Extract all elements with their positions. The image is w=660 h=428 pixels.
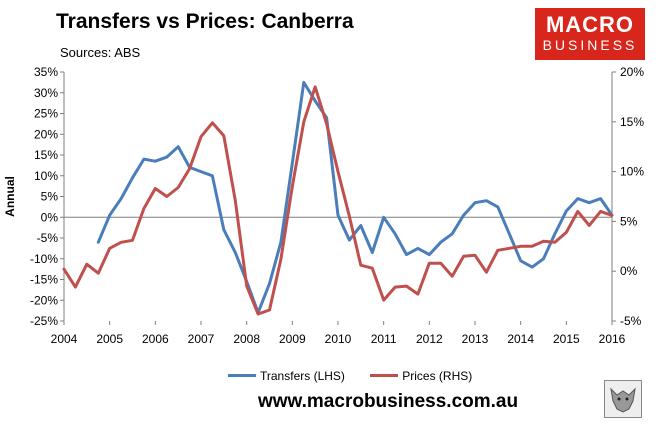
left-tick-label: 25% — [34, 107, 58, 121]
x-tick-label: 2013 — [462, 332, 489, 346]
legend: Transfers (LHS) Prices (RHS) — [228, 366, 494, 383]
x-tick-label: 2012 — [416, 332, 443, 346]
legend-label-prices: Prices (RHS) — [402, 368, 473, 383]
left-tick-label: 20% — [34, 127, 58, 141]
chart-title: Transfers vs Prices: Canberra — [56, 10, 354, 33]
website-url: www.macrobusiness.com.au — [258, 391, 519, 412]
left-tick-label: -25% — [30, 314, 58, 328]
x-tick-label: 2007 — [188, 332, 215, 346]
wolf-logo-icon — [604, 380, 642, 418]
chart-subtitle: Sources: ABS — [60, 45, 141, 60]
series-line-transfers — [96, 80, 614, 315]
x-tick-label: 2008 — [233, 332, 260, 346]
right-tick-label: -5% — [620, 314, 642, 328]
legend-swatch-prices — [370, 374, 399, 377]
x-tick-label: 2016 — [599, 332, 626, 346]
series-layer — [62, 80, 614, 316]
left-tick-label: -15% — [30, 273, 58, 287]
left-tick-label: 5% — [41, 190, 59, 204]
y-axis-label: Annual — [3, 176, 17, 217]
left-tick-label: -10% — [30, 252, 58, 266]
left-tick-label: -20% — [30, 293, 58, 307]
x-tick-label: 2005 — [96, 332, 123, 346]
right-tick-label: 20% — [620, 65, 644, 79]
x-tick-label: 2014 — [507, 332, 534, 346]
left-tick-label: 15% — [34, 148, 58, 162]
logo-line-2: BUSINESS — [542, 37, 638, 53]
x-tick-label: 2011 — [371, 332, 397, 346]
left-tick-label: 0% — [41, 210, 59, 224]
macrobusiness-logo: MACRO BUSINESS — [535, 8, 645, 60]
series-line-prices — [62, 85, 614, 316]
legend-label-transfers: Transfers (LHS) — [260, 368, 345, 383]
logo-line-1: MACRO — [545, 12, 635, 37]
legend-item-transfers: Transfers (LHS) — [228, 369, 345, 383]
left-tick-label: -5% — [37, 231, 59, 245]
x-tick-label: 2015 — [553, 332, 580, 346]
right-tick-label: 10% — [620, 165, 644, 179]
right-tick-label: 0% — [620, 264, 638, 278]
x-tick-label: 2006 — [142, 332, 169, 346]
left-tick-label: 10% — [34, 169, 58, 183]
legend-item-prices: Prices (RHS) — [370, 369, 472, 383]
left-tick-label: 35% — [34, 65, 58, 79]
x-tick-label: 2009 — [279, 332, 306, 346]
axis-labels: -25% -20% -15% -10% -5% 0% 5% 10% 15% 20% 25% 30% 35… — [3, 65, 644, 346]
x-tick-label: 2004 — [51, 332, 78, 346]
x-tick-label: 2010 — [325, 332, 352, 346]
chart-axes — [60, 71, 616, 325]
right-tick-label: 5% — [620, 214, 638, 228]
left-tick-label: 30% — [34, 86, 58, 100]
right-tick-label: 15% — [620, 115, 644, 129]
legend-swatch-transfers — [228, 374, 256, 377]
